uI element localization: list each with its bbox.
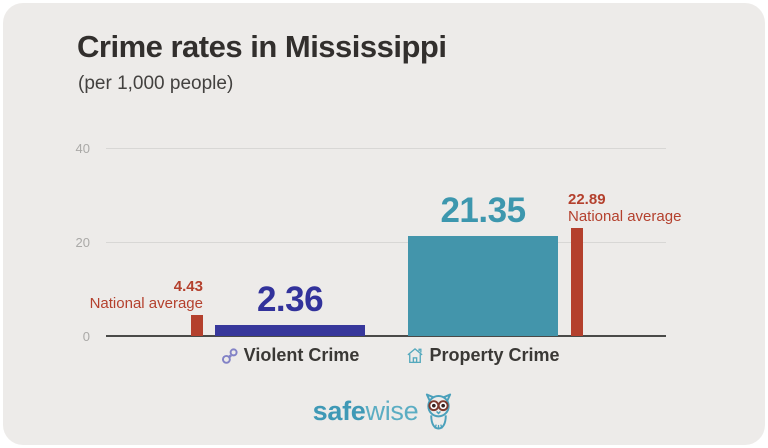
y-tick-40: 40: [75, 141, 90, 156]
y-tick-20: 20: [75, 235, 90, 250]
logo-text-wise: wise: [365, 396, 419, 426]
category-text: Property Crime: [429, 345, 560, 365]
x-axis-line: [106, 335, 666, 337]
house-icon: [406, 347, 424, 365]
infographic-card: Crime rates in Mississippi (per 1,000 pe…: [3, 3, 765, 445]
bar-violent-crime: [215, 324, 365, 336]
bar-national-average-1: [191, 315, 203, 336]
value-label-2: 21.35: [440, 190, 526, 230]
owl-icon: [422, 393, 455, 430]
bar-national-average-2: [571, 228, 583, 336]
safewise-wordmark: safewise: [313, 396, 419, 427]
national-average-label-2: 22.89 National average: [568, 192, 681, 225]
bar-property-crime: [408, 235, 558, 336]
national-average-label-1: 4.43 National average: [90, 279, 203, 312]
gridline-20: [106, 242, 666, 243]
safewise-logo: safewise: [3, 393, 765, 430]
gridline-40: [106, 148, 666, 149]
category-label-property-crime: Property Crime: [373, 345, 593, 366]
national-average-text: National average: [568, 207, 682, 225]
national-average-value: 22.89: [568, 191, 606, 209]
national-average-value: 4.43: [173, 278, 203, 296]
logo-text-safe: safe: [312, 396, 366, 426]
y-tick-0: 0: [82, 329, 90, 344]
handcuffs-icon: [221, 347, 239, 365]
value-label-1: 2.36: [256, 279, 324, 319]
national-average-text: National average: [89, 294, 203, 312]
chart-subtitle: (per 1,000 people): [78, 73, 234, 94]
category-text: Violent Crime: [243, 345, 360, 365]
category-label-violent-crime: Violent Crime: [180, 345, 400, 366]
plot-area: 0 20 40 2.36 4.43 National average Violent Cri…: [76, 141, 682, 365]
chart-title: Crime rates in Mississippi: [77, 29, 447, 64]
